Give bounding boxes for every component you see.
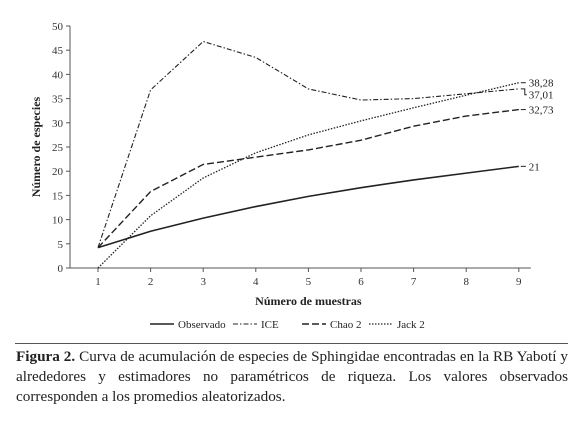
series-line-ice	[97, 40, 519, 248]
figure-caption: Figura 2. Curva de acumulación de especi…	[16, 347, 568, 407]
legend-label: Jack 2	[397, 319, 425, 331]
end-label: 21	[529, 161, 540, 173]
y-tick-label: 15	[52, 190, 64, 202]
y-tick-label: 45	[52, 45, 64, 57]
y-tick-label: 30	[52, 118, 64, 130]
y-tick-label: 5	[58, 239, 64, 251]
y-tick-label: 40	[52, 69, 64, 81]
x-tick-label: 2	[148, 276, 154, 288]
x-tick-label: 6	[358, 276, 364, 288]
end-label: 37,01	[529, 90, 554, 102]
caption-label: Figura 2.	[16, 348, 76, 365]
series-lines	[97, 40, 519, 269]
series-line-jack-2	[97, 82, 519, 269]
legend: Observado ICE Chao 2 Jack 2	[150, 319, 425, 331]
series-line-chao-2	[97, 108, 519, 249]
end-label-leader	[520, 88, 527, 96]
legend-label: Observado	[178, 319, 226, 331]
y-tick-label: 25	[52, 142, 64, 154]
x-tick-label: 1	[95, 276, 101, 288]
x-tick-label: 4	[253, 276, 259, 288]
y-tick-label: 20	[52, 166, 64, 178]
legend-label: Chao 2	[330, 319, 361, 331]
series-line-observado	[97, 165, 519, 249]
legend-label: ICE	[261, 319, 279, 331]
y-tick-label: 0	[58, 263, 64, 275]
x-tick-label: 7	[411, 276, 417, 288]
y-tick-label: 10	[52, 215, 64, 227]
y-tick-label: 35	[52, 94, 64, 106]
y-axis-title: Número de especies	[29, 96, 43, 197]
x-tick-label: 9	[516, 276, 522, 288]
x-tick-label: 3	[200, 276, 206, 288]
caption-text: Curva de acumulación de especies de Sphi…	[16, 348, 569, 405]
end-label: 38,28	[529, 78, 554, 90]
x-tick-label: 5	[306, 276, 312, 288]
x-tick-label: 8	[463, 276, 469, 288]
y-tick-label: 50	[52, 21, 64, 33]
x-axis-title: Número de muestras	[255, 294, 362, 308]
caption-divider	[15, 343, 568, 344]
end-label: 32,73	[529, 105, 554, 117]
